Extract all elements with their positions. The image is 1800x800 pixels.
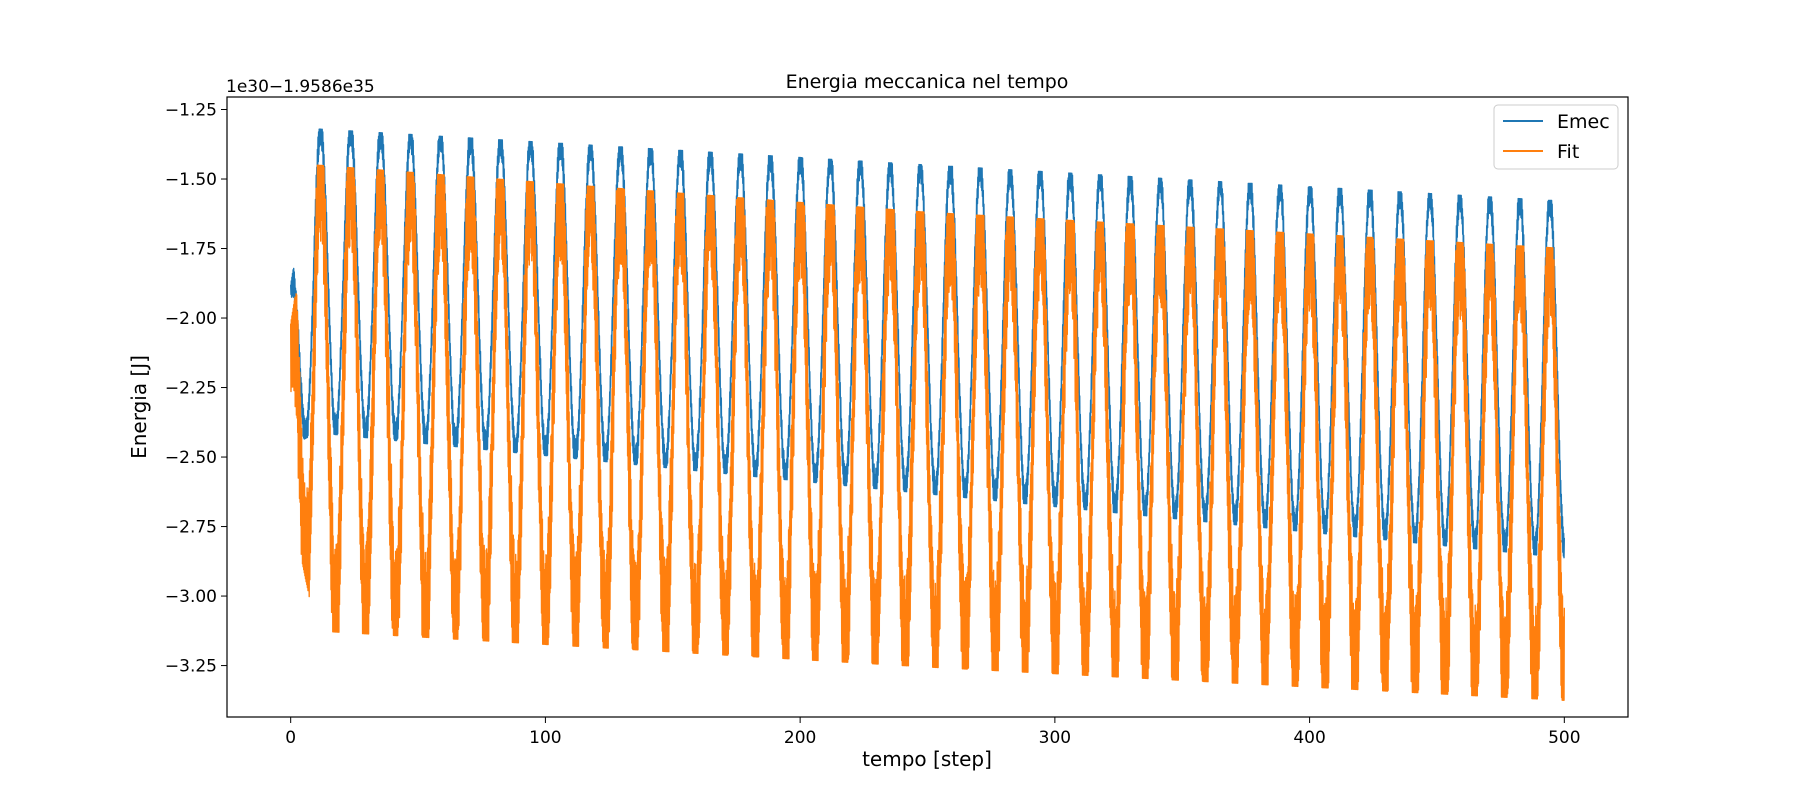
series-line-fit (290, 164, 1565, 701)
y-tick-label: −2.75 (165, 518, 217, 538)
y-tick-label: −1.75 (165, 240, 217, 260)
series-line-emec (290, 128, 1565, 559)
x-tick-label: 100 (529, 728, 561, 748)
x-axis-ticks: 0 100 200 300 400 500 (285, 717, 1581, 748)
y-axis-offset-text: 1e30−1.9586e35 (226, 77, 375, 97)
y-tick-label: −1.50 (165, 170, 217, 190)
legend-label-fit: Fit (1557, 141, 1579, 163)
y-tick-label: −3.25 (165, 657, 217, 677)
x-tick-label: 400 (1293, 728, 1325, 748)
x-axis-label: tempo [step] (862, 747, 992, 771)
y-axis-label: Energia [J] (127, 355, 151, 459)
x-tick-label: 0 (285, 728, 296, 748)
plot-frame (226, 96, 1629, 718)
y-tick-label: −2.50 (165, 448, 217, 468)
x-tick-label: 200 (784, 728, 816, 748)
y-tick-label: −2.00 (165, 309, 217, 329)
y-axis-ticks: −1.25 −1.50 −1.75 −2.00 −2.25 −2.50 −2.75 −3.00… (165, 101, 227, 677)
legend-label-emec: Emec (1557, 111, 1610, 133)
x-tick-label: 500 (1548, 728, 1580, 748)
y-tick-label: −1.25 (165, 101, 217, 121)
legend: Emec Fit (1493, 104, 1619, 170)
y-tick-label: −2.25 (165, 379, 217, 399)
x-tick-label: 300 (1039, 728, 1071, 748)
series-layer (290, 128, 1565, 701)
y-tick-label: −3.00 (165, 587, 217, 607)
chart-title: Energia meccanica nel tempo (786, 71, 1069, 93)
